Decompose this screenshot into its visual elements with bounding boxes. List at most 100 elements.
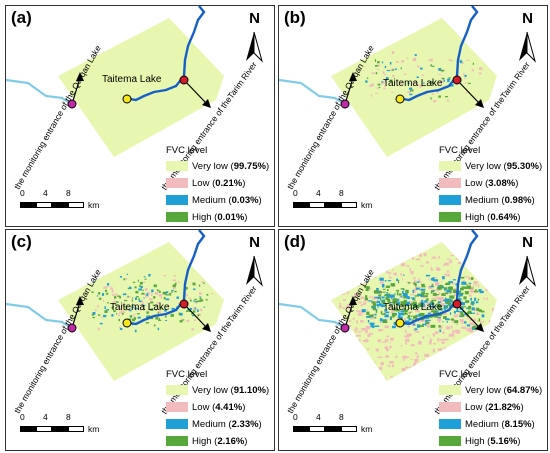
fvc-medium-patch xyxy=(391,325,396,329)
fvc-high-patch xyxy=(153,296,156,299)
fvc-medium-patch xyxy=(179,312,183,316)
fvc-high-patch xyxy=(136,313,140,315)
fvc-low-patch xyxy=(479,258,482,261)
fvc-low-patch xyxy=(431,297,437,299)
scale-segment xyxy=(36,426,52,432)
fvc-low-patch xyxy=(389,342,391,344)
fvc-medium-patch xyxy=(96,295,99,297)
legend-class-name: Very low xyxy=(465,160,501,172)
fvc-low-patch xyxy=(452,319,457,323)
fvc-high-patch xyxy=(374,59,377,63)
fvc-low-patch xyxy=(450,254,454,257)
fvc-low-patch xyxy=(410,359,413,361)
fvc-medium-patch xyxy=(369,322,375,325)
paren-close: ) xyxy=(258,418,262,430)
fvc-high-patch xyxy=(392,298,397,301)
scale-segment xyxy=(68,202,84,208)
qarqan-arrow-head xyxy=(349,72,357,81)
fvc-low-patch xyxy=(434,282,440,286)
fvc-low-patch xyxy=(404,335,409,338)
fvc-low-patch xyxy=(366,259,370,263)
fvc-low-patch xyxy=(428,287,433,289)
fvc-low-patch xyxy=(473,273,476,276)
fvc-high-patch xyxy=(98,297,102,300)
fvc-high-patch xyxy=(467,310,472,314)
fvc-low-patch xyxy=(343,262,349,264)
fvc-high-patch xyxy=(155,316,159,320)
fvc-low-patch xyxy=(437,348,443,351)
fvc-low-patch xyxy=(156,302,160,304)
fvc-high-patch xyxy=(171,290,173,294)
fvc-low-patch xyxy=(441,356,444,360)
fvc-low-patch xyxy=(396,60,399,63)
fvc-low-patch xyxy=(357,331,362,333)
fvc-low-patch xyxy=(370,85,373,87)
fvc-high-patch xyxy=(393,303,395,305)
paren-close: ) xyxy=(531,418,535,430)
fvc-low-patch xyxy=(383,257,385,260)
fvc-high-patch xyxy=(460,312,464,315)
fvc-low-patch xyxy=(472,285,475,288)
fvc-medium-patch xyxy=(464,74,467,77)
fvc-high-patch xyxy=(381,300,386,304)
scale-unit: km xyxy=(361,200,373,210)
fvc-low-patch xyxy=(154,291,159,295)
fvc-low-patch xyxy=(112,303,115,305)
fvc-high-patch xyxy=(382,291,386,293)
fvc-low-patch xyxy=(425,368,427,372)
fvc-high-patch xyxy=(159,318,161,321)
fvc-medium-patch xyxy=(443,79,445,82)
fvc-medium-patch xyxy=(380,304,385,308)
fvc-medium-patch xyxy=(438,309,443,311)
fvc-low-patch xyxy=(413,288,418,291)
fvc-low-patch xyxy=(360,304,364,307)
scale-unit: km xyxy=(361,424,373,434)
fvc-low-patch xyxy=(353,258,358,262)
fvc-low-patch xyxy=(133,314,137,316)
fvc-low-patch xyxy=(161,293,163,296)
fvc-low-patch xyxy=(348,261,353,264)
legend-class-percent: 2.33% xyxy=(231,418,259,430)
fvc-low-patch xyxy=(142,302,144,304)
fvc-low-patch xyxy=(468,276,471,280)
fvc-high-patch xyxy=(398,293,402,296)
fvc-medium-patch xyxy=(199,296,201,299)
fvc-low-patch xyxy=(377,356,383,358)
fvc-low-patch xyxy=(389,277,393,279)
fvc-low-patch xyxy=(453,314,458,318)
fvc-low-patch xyxy=(419,253,422,257)
fvc-medium-patch xyxy=(385,311,390,314)
fvc-high-patch xyxy=(152,304,155,306)
north-arrow-left xyxy=(246,256,254,285)
fvc-low-patch xyxy=(351,295,353,298)
fvc-low-patch xyxy=(468,284,471,287)
fvc-low-patch xyxy=(428,366,433,371)
fvc-low-patch xyxy=(339,364,345,368)
fvc-low-patch xyxy=(428,59,432,61)
fvc-low-patch xyxy=(475,285,477,287)
fvc-high-patch xyxy=(430,290,433,294)
fvc-low-patch xyxy=(456,354,461,359)
fvc-low-patch xyxy=(473,318,476,322)
legend-class-percent: 3.08% xyxy=(488,177,516,189)
fvc-low-patch xyxy=(459,318,464,322)
fvc-low-patch xyxy=(388,272,392,275)
taitema-lake-marker xyxy=(122,94,132,104)
fvc-low-patch xyxy=(173,275,176,277)
fvc-medium-patch xyxy=(143,297,145,299)
fvc-high-patch xyxy=(443,287,448,290)
fvc-medium-patch xyxy=(421,299,424,303)
fvc-medium-patch xyxy=(461,302,466,306)
fvc-high-patch xyxy=(123,278,126,281)
fvc-high-patch xyxy=(403,296,406,299)
fvc-high-patch xyxy=(196,300,201,303)
scale-bar: 0 4 8 km xyxy=(293,188,383,210)
fvc-high-patch xyxy=(371,305,376,308)
fvc-low-patch xyxy=(157,310,161,314)
fvc-high-patch xyxy=(432,292,437,296)
legend-class-name: High xyxy=(192,435,212,447)
fvc-high-patch xyxy=(431,299,437,302)
fvc-low-patch xyxy=(431,362,433,367)
fvc-medium-patch xyxy=(424,316,430,319)
scale-segment xyxy=(309,202,325,208)
